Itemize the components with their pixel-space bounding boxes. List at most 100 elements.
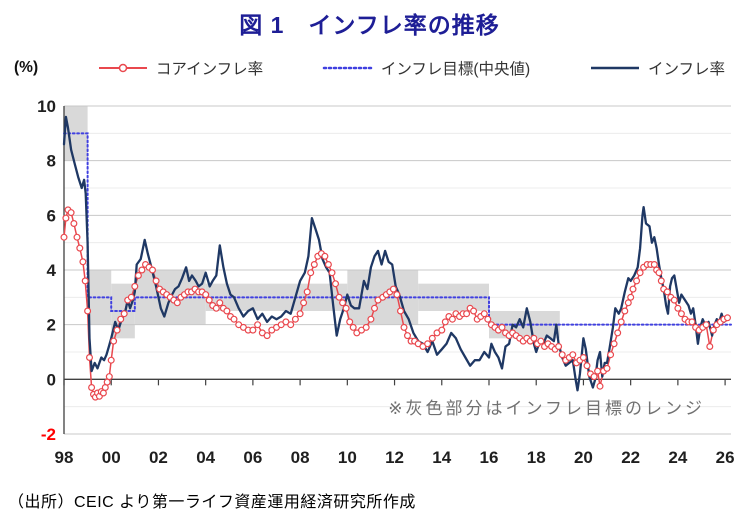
y-tick-label: 6: [47, 206, 56, 225]
core-inflation-marker: [300, 299, 308, 307]
core-inflation-marker: [202, 291, 210, 299]
core-inflation-marker: [709, 326, 717, 334]
core-inflation-line-icon: [98, 63, 147, 73]
core-inflation-marker: [636, 269, 644, 277]
core-inflation-marker: [62, 214, 70, 222]
core-inflation-marker: [127, 293, 135, 301]
x-tick-label: 00: [102, 448, 121, 467]
legend-label-headline: インフレ率: [647, 61, 725, 78]
core-inflation-marker: [610, 340, 618, 348]
core-inflation-marker: [397, 307, 405, 315]
core-inflation-marker: [674, 304, 682, 312]
x-tick-label: 02: [149, 448, 168, 467]
core-inflation-marker: [463, 310, 471, 318]
x-tick-label: 20: [574, 448, 593, 467]
core-inflation-marker: [230, 315, 238, 323]
legend-label-core: コアインフレ率: [155, 61, 264, 78]
core-inflation-marker: [677, 310, 685, 318]
core-inflation-marker: [688, 318, 696, 326]
core-inflation-marker: [120, 310, 128, 318]
core-inflation-marker: [484, 315, 492, 323]
core-inflation-marker: [558, 351, 566, 359]
core-inflation-marker: [70, 220, 78, 228]
x-tick-label: 22: [621, 448, 640, 467]
core-inflation-marker: [404, 332, 412, 340]
headline-inflation-line: [62, 115, 729, 392]
y-tick-label: 2: [47, 316, 56, 335]
core-inflation-marker: [438, 326, 446, 334]
core-inflation-marker: [107, 356, 115, 364]
core-inflation-marker: [480, 310, 488, 318]
core-inflation-marker: [569, 351, 577, 359]
core-inflation-marker: [633, 277, 641, 285]
core-inflation-marker: [537, 337, 545, 345]
core-inflation-marker: [555, 343, 563, 351]
core-inflation-marker: [400, 323, 408, 331]
core-inflation-marker: [470, 307, 478, 315]
core-inflation-marker: [342, 304, 350, 312]
core-inflation-marker: [428, 334, 436, 342]
source-note: （出所）CEIC より第一ライフ資産運用経済研究所作成: [8, 494, 416, 511]
core-inflation-marker: [621, 307, 629, 315]
x-tick-label: 18: [527, 448, 546, 467]
x-tick-label: 98: [55, 448, 74, 467]
core-inflation-marker: [249, 326, 257, 334]
core-inflation-marker: [113, 326, 121, 334]
x-tick-label: 08: [291, 448, 310, 467]
core-inflation-marker: [424, 340, 432, 348]
core-inflation-marker: [624, 299, 632, 307]
core-inflation-marker: [530, 334, 538, 342]
core-inflation-marker: [310, 261, 318, 269]
y-tick-label: 10: [37, 97, 56, 116]
legend: (%) コアインフレ率 インフレ目標(中央値) インフレ率: [14, 57, 725, 79]
core-inflation-marker: [60, 233, 68, 241]
core-inflation-marker: [287, 321, 295, 329]
core-inflation-marker: [212, 304, 220, 312]
x-tick-label: 06: [243, 448, 262, 467]
core-inflation-marker: [339, 299, 347, 307]
core-inflation-marker: [321, 252, 329, 260]
core-inflation-marker: [76, 244, 84, 252]
core-inflation-marker: [254, 321, 262, 329]
core-inflation-marker: [657, 277, 665, 285]
core-inflation-marker: [362, 323, 370, 331]
core-inflation-marker: [367, 315, 375, 323]
core-inflation-marker: [498, 323, 506, 331]
core-inflation-marker: [614, 329, 622, 337]
legend-item-headline-inflation: インフレ率: [589, 57, 725, 79]
core-inflation-marker: [303, 288, 311, 296]
y-tick-label: 4: [47, 261, 57, 280]
core-inflation-marker: [223, 307, 231, 315]
core-inflation-marker: [371, 304, 379, 312]
core-inflation-marker: [607, 351, 615, 359]
core-inflation-marker: [149, 266, 157, 274]
y-axis-unit-label: (%): [14, 59, 39, 76]
legend-item-core-inflation: コアインフレ率: [97, 57, 263, 79]
core-inflation-marker: [723, 314, 731, 322]
core-inflation-marker: [349, 323, 357, 331]
core-inflation-marker: [448, 315, 456, 323]
core-inflation-marker: [291, 315, 299, 323]
core-inflation-marker: [655, 269, 663, 277]
core-inflation-marker: [590, 373, 598, 381]
core-inflation-marker: [670, 296, 678, 304]
core-inflation-marker: [84, 307, 92, 315]
core-inflation-marker: [441, 318, 449, 326]
y-tick-label: 8: [47, 152, 56, 171]
core-inflation-marker: [389, 285, 397, 293]
x-tick-label: 16: [480, 448, 499, 467]
x-tick-label: 14: [432, 448, 451, 467]
gray-band-annotation: ※灰色部分はインフレ目標のレンジ: [388, 399, 705, 418]
core-inflation-marker: [594, 367, 602, 375]
x-tick-label: 12: [385, 448, 404, 467]
core-inflation-marker: [138, 266, 146, 274]
core-inflation-marker: [152, 277, 160, 285]
core-inflation-marker: [216, 299, 224, 307]
core-inflation-marker: [328, 269, 336, 277]
figure-title: 図 1 インフレ率の推移: [239, 12, 500, 38]
core-inflation-marker: [263, 332, 271, 340]
core-inflation-marker: [579, 354, 587, 362]
core-inflation-marker: [617, 318, 625, 326]
